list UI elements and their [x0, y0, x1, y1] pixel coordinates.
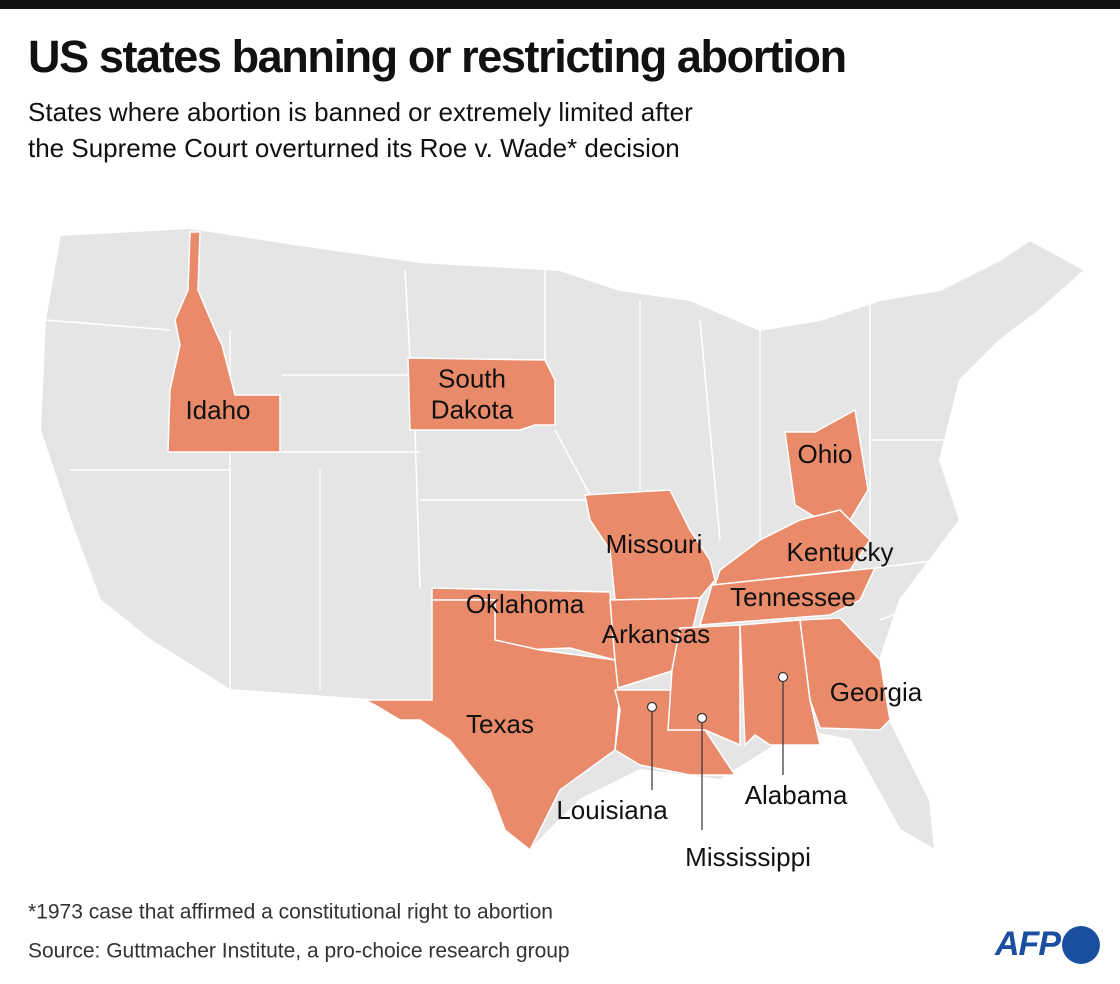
missouri	[584, 489, 716, 601]
source: Source: Guttmacher Institute, a pro-choi…	[28, 940, 570, 963]
south-dakota	[407, 357, 556, 431]
subtitle: States where abortion is banned or extre…	[28, 97, 693, 127]
callout-dot	[646, 701, 658, 713]
state-label: Texas	[466, 709, 534, 739]
top-bar	[0, 0, 1120, 9]
state-label: Mississippi	[685, 842, 811, 872]
state-label: Dakota	[431, 394, 514, 424]
callouts	[646, 671, 789, 830]
afp-logo: AFP	[994, 925, 1100, 964]
georgia	[799, 617, 891, 731]
callout-dot	[696, 712, 708, 724]
restricted-states	[167, 231, 891, 852]
state-label: South	[438, 363, 506, 393]
state-label: Alabama	[745, 780, 848, 810]
state-label: Georgia	[830, 677, 923, 707]
ohio	[784, 408, 869, 521]
logo-circle	[1062, 926, 1100, 964]
logo-text: AFP	[994, 925, 1061, 963]
state-label: Tennessee	[730, 582, 856, 612]
texas	[364, 599, 621, 852]
state-label: Ohio	[798, 439, 853, 469]
state-label: Kentucky	[787, 537, 894, 567]
subtitle: the Supreme Court overturned its Roe v. …	[28, 133, 680, 163]
state-label: Idaho	[185, 395, 250, 425]
state-label: Louisiana	[556, 795, 668, 825]
state-label: Oklahoma	[466, 589, 585, 619]
state-label: Arkansas	[602, 619, 710, 649]
state-borders	[44, 269, 960, 690]
footnote: *1973 case that affirmed a constitutiona…	[28, 901, 553, 924]
idaho	[167, 231, 281, 453]
callout-dot	[777, 671, 789, 683]
state-label: Missouri	[606, 529, 703, 559]
title: US states banning or restricting abortio…	[28, 31, 846, 82]
tennessee	[698, 567, 877, 626]
